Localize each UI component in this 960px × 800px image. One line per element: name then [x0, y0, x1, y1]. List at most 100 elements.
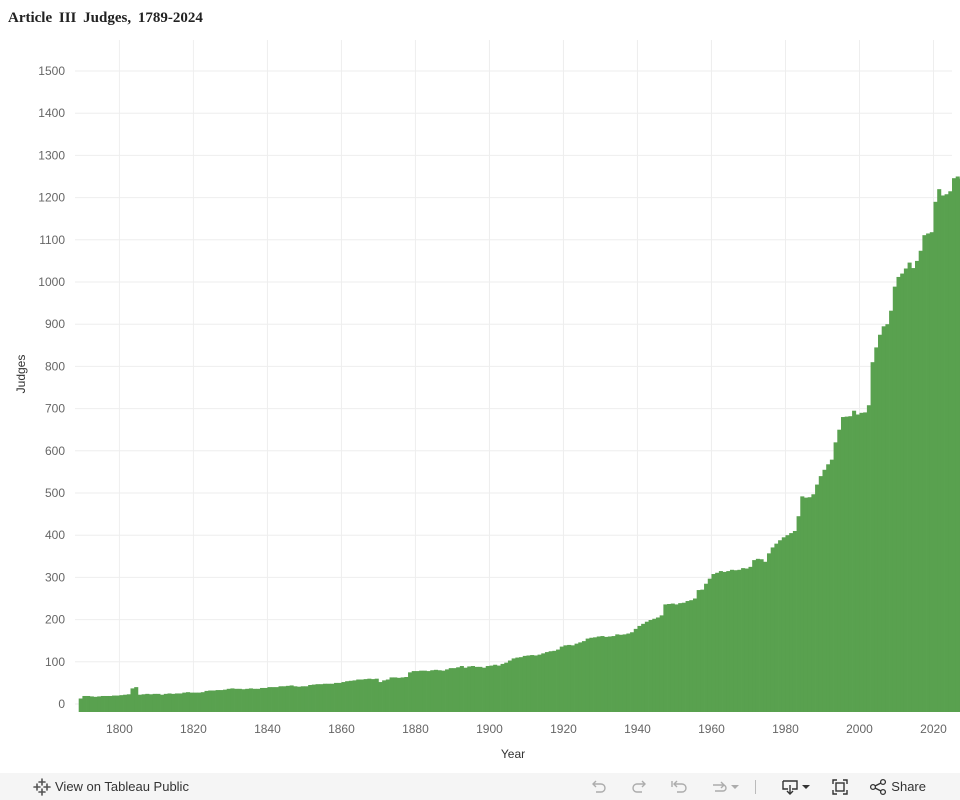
bar[interactable]: [112, 695, 117, 712]
bar[interactable]: [829, 459, 834, 712]
bar[interactable]: [652, 618, 657, 712]
bar[interactable]: [248, 688, 253, 712]
bar[interactable]: [870, 362, 875, 712]
bar[interactable]: [907, 262, 912, 712]
undo-button[interactable]: [589, 778, 609, 796]
bar[interactable]: [844, 416, 849, 712]
bar[interactable]: [474, 666, 479, 712]
bar[interactable]: [892, 286, 897, 712]
bar[interactable]: [596, 636, 601, 712]
bar[interactable]: [245, 688, 250, 712]
share-button[interactable]: Share: [868, 778, 926, 796]
bar[interactable]: [874, 347, 879, 712]
bar[interactable]: [855, 414, 860, 712]
bar[interactable]: [100, 695, 105, 712]
bar[interactable]: [163, 693, 168, 712]
bar[interactable]: [815, 484, 820, 712]
bar[interactable]: [563, 645, 568, 712]
bar[interactable]: [718, 571, 723, 712]
bar[interactable]: [852, 410, 857, 712]
bar[interactable]: [267, 687, 272, 712]
bar[interactable]: [500, 663, 505, 712]
bar[interactable]: [511, 658, 516, 712]
bar[interactable]: [197, 692, 202, 712]
bar[interactable]: [741, 568, 746, 712]
bar[interactable]: [796, 516, 801, 712]
bar[interactable]: [726, 571, 731, 712]
bar[interactable]: [456, 667, 461, 712]
bar[interactable]: [533, 655, 538, 712]
bar[interactable]: [889, 310, 894, 712]
bar[interactable]: [419, 670, 424, 712]
bar[interactable]: [552, 650, 557, 712]
bar[interactable]: [655, 617, 661, 712]
bar[interactable]: [567, 644, 572, 712]
bar[interactable]: [541, 653, 546, 712]
bar[interactable]: [881, 326, 886, 712]
bar[interactable]: [711, 574, 716, 712]
bar[interactable]: [182, 692, 187, 712]
bar[interactable]: [778, 540, 783, 712]
bar[interactable]: [678, 603, 683, 712]
bar[interactable]: [448, 668, 453, 712]
bar[interactable]: [926, 233, 931, 712]
bar[interactable]: [863, 412, 868, 712]
bar[interactable]: [729, 569, 735, 712]
bar[interactable]: [145, 693, 150, 712]
bar[interactable]: [530, 655, 535, 712]
bar[interactable]: [293, 686, 298, 712]
bar[interactable]: [929, 232, 934, 712]
bar[interactable]: [408, 672, 413, 712]
bar[interactable]: [496, 665, 501, 712]
bar[interactable]: [308, 685, 313, 712]
bar[interactable]: [256, 688, 261, 712]
bar[interactable]: [748, 566, 753, 712]
bar[interactable]: [744, 568, 749, 712]
bar[interactable]: [685, 601, 690, 712]
bar[interactable]: [641, 623, 646, 712]
bar[interactable]: [755, 558, 760, 712]
bar[interactable]: [940, 195, 945, 713]
bar[interactable]: [485, 666, 490, 712]
bar[interactable]: [160, 694, 165, 712]
bar[interactable]: [396, 677, 401, 712]
bar[interactable]: [141, 694, 146, 712]
bar[interactable]: [922, 235, 927, 712]
bar[interactable]: [322, 683, 327, 712]
bar[interactable]: [848, 416, 853, 712]
bar[interactable]: [467, 666, 472, 712]
bar[interactable]: [556, 649, 561, 712]
bar[interactable]: [707, 578, 712, 712]
bar[interactable]: [278, 686, 283, 712]
bar[interactable]: [82, 695, 87, 712]
bar[interactable]: [119, 695, 124, 712]
bar[interactable]: [326, 683, 331, 712]
bar[interactable]: [352, 680, 357, 712]
bar[interactable]: [818, 476, 823, 712]
bar[interactable]: [171, 693, 176, 712]
bar[interactable]: [955, 176, 960, 713]
bar[interactable]: [604, 636, 609, 712]
bar[interactable]: [637, 625, 642, 712]
bar[interactable]: [570, 645, 575, 712]
bar[interactable]: [422, 670, 427, 712]
refresh-button[interactable]: [709, 778, 741, 796]
bar[interactable]: [167, 693, 172, 712]
bar[interactable]: [234, 688, 239, 712]
bar[interactable]: [630, 632, 635, 712]
bar[interactable]: [826, 464, 831, 712]
bar[interactable]: [89, 696, 94, 712]
bar[interactable]: [618, 634, 624, 712]
bar[interactable]: [489, 665, 494, 712]
bar[interactable]: [807, 497, 812, 712]
bar[interactable]: [226, 688, 231, 712]
bar[interactable]: [600, 636, 605, 712]
bar[interactable]: [811, 494, 816, 712]
bar[interactable]: [903, 268, 908, 713]
bar[interactable]: [781, 537, 786, 712]
bar[interactable]: [204, 690, 209, 712]
bar[interactable]: [670, 603, 675, 712]
bar[interactable]: [186, 692, 191, 712]
bar[interactable]: [589, 637, 594, 712]
bar[interactable]: [463, 667, 468, 712]
